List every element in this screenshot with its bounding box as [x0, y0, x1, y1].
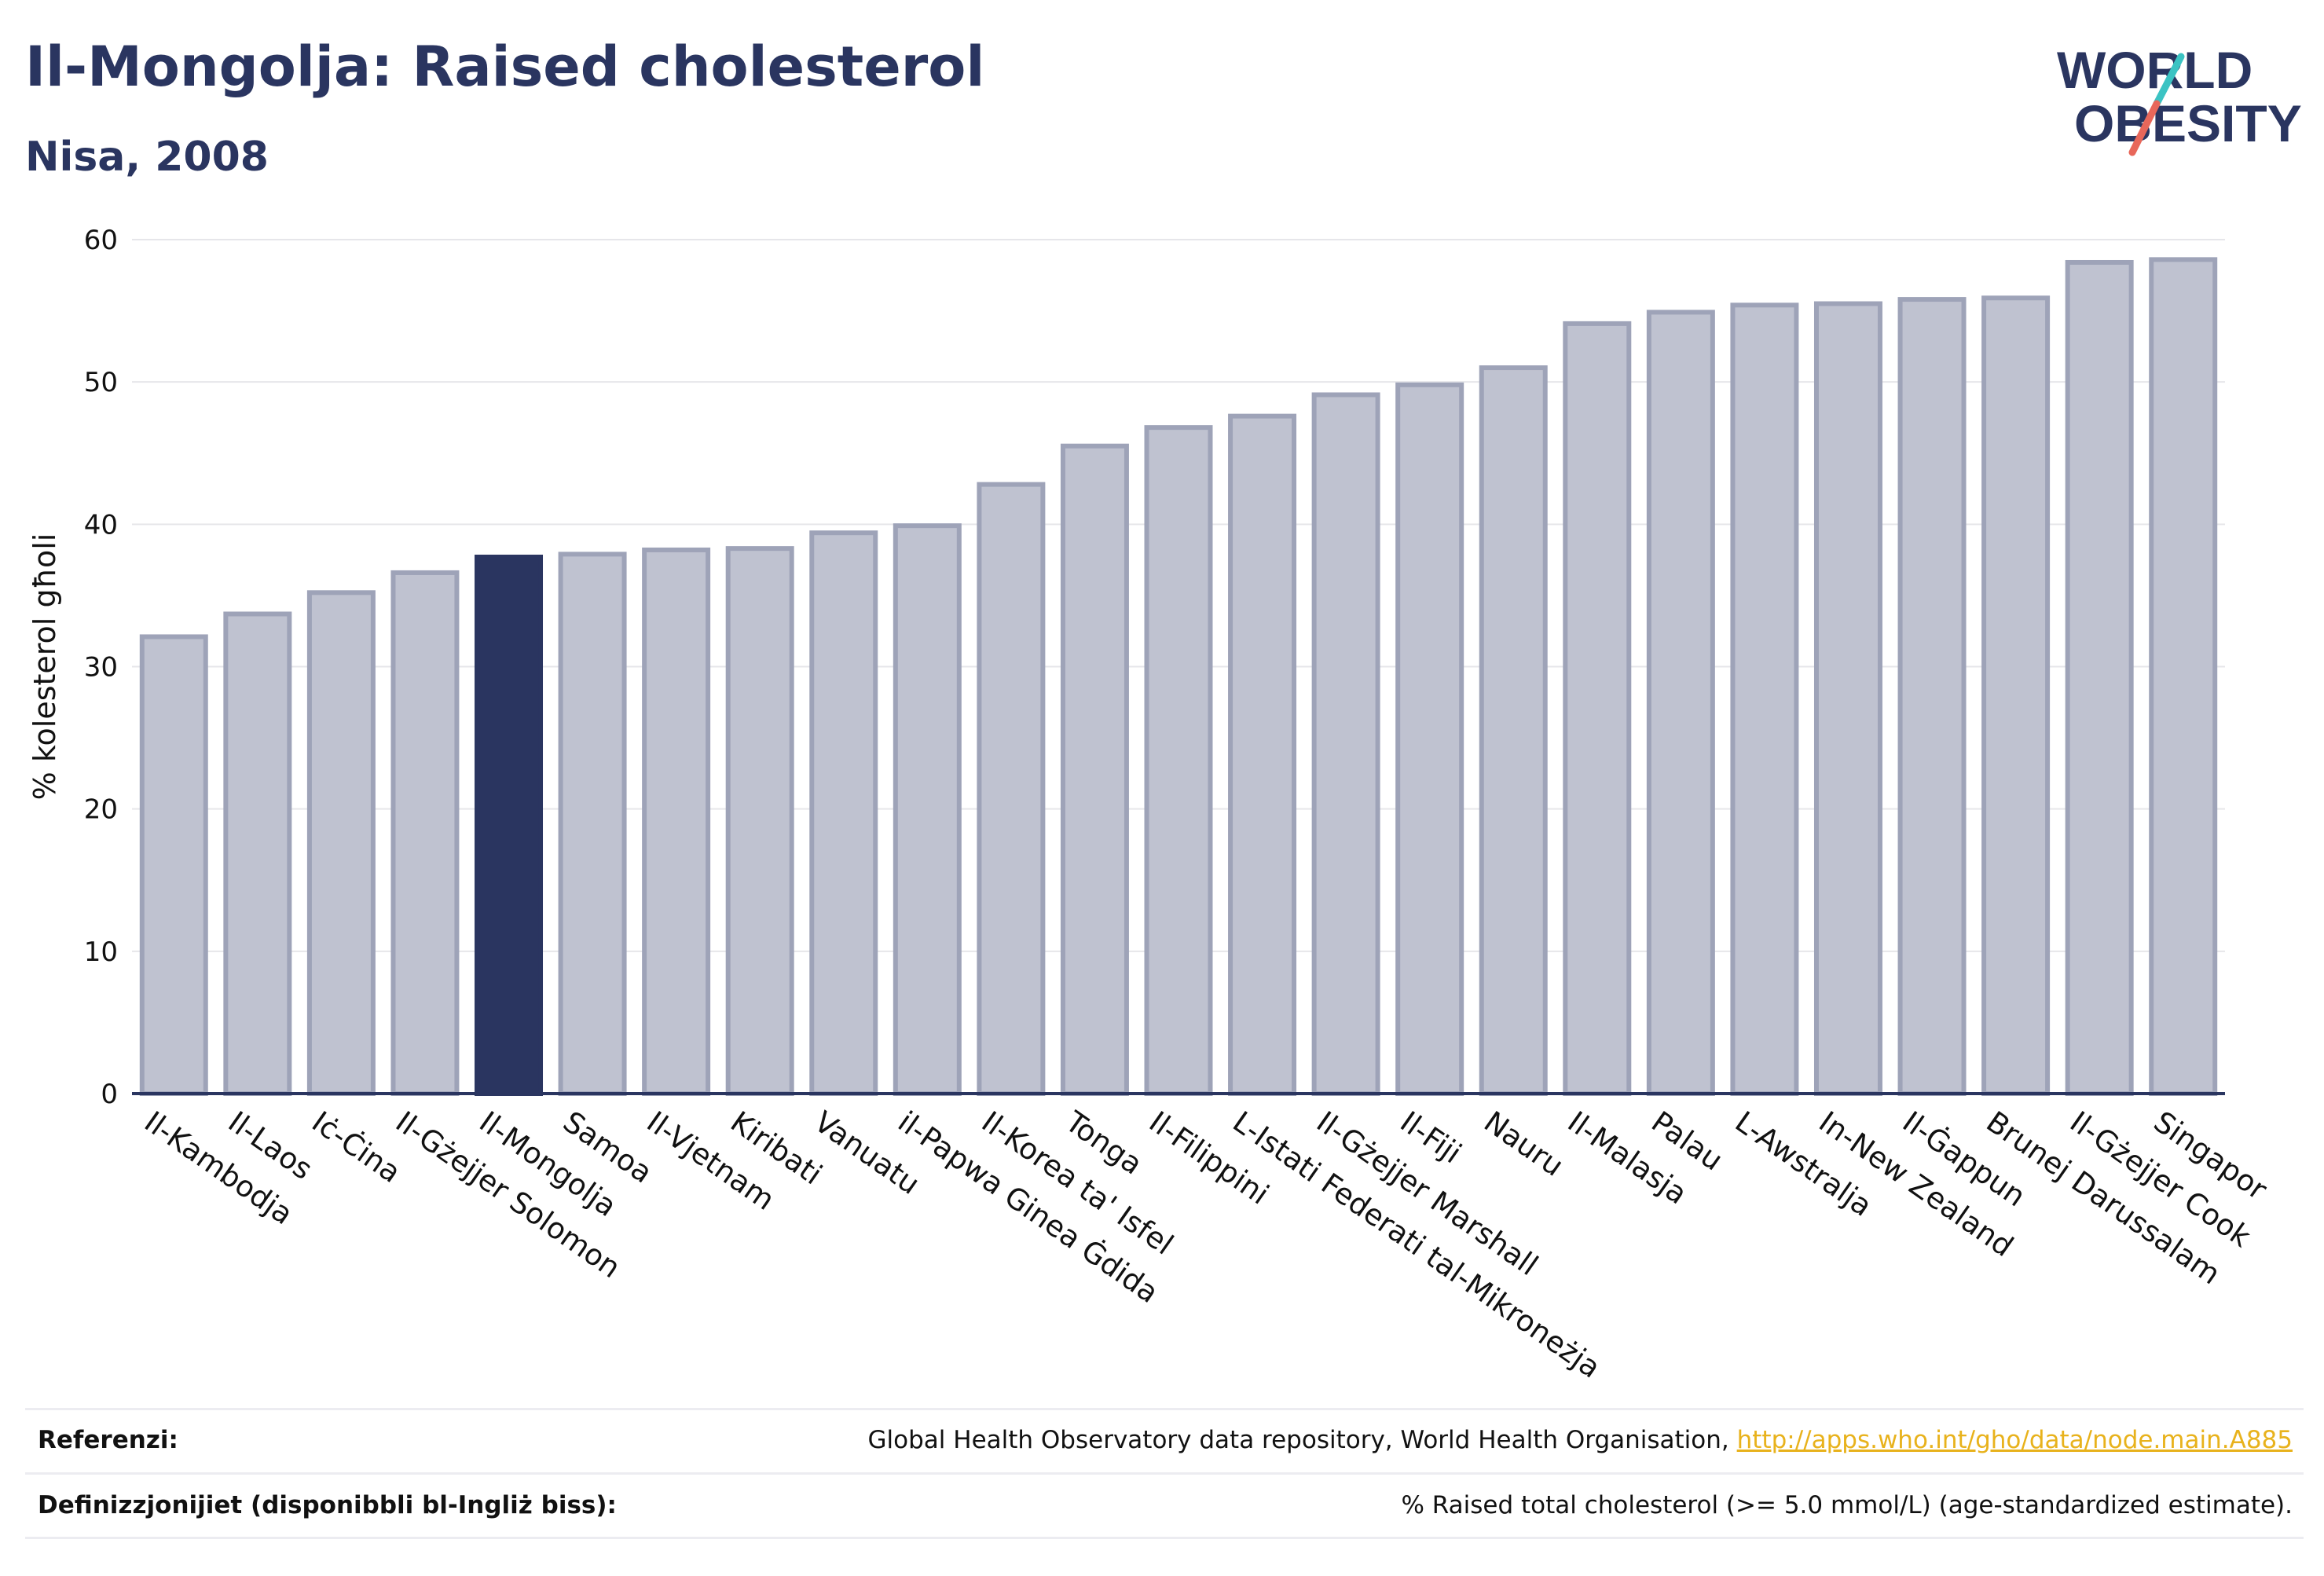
y-tick-label: 30 [84, 652, 118, 684]
footer-divider-top [25, 1408, 2304, 1410]
references-text: Global Health Observatory data repositor… [867, 1426, 1737, 1454]
bar [893, 523, 962, 1096]
bar [1228, 413, 1297, 1096]
highlighted-bar [475, 555, 544, 1096]
logo-slash-teal [2153, 53, 2185, 108]
bar [1730, 302, 1799, 1096]
logo-line1: WORLD [2057, 41, 2253, 99]
y-tick-label: 50 [84, 367, 118, 398]
y-tick-label: 40 [84, 509, 118, 541]
bar [2065, 259, 2134, 1096]
y-tick-label: 0 [101, 1079, 118, 1110]
references-link[interactable]: http://apps.who.int/gho/data/node.main.A… [1736, 1426, 2293, 1454]
bar [139, 634, 208, 1096]
bar [1060, 443, 1129, 1096]
bar [1563, 321, 1632, 1097]
bar [1813, 301, 1882, 1096]
bar [558, 552, 627, 1096]
bar [642, 547, 711, 1096]
definitions-label: Definizzjonijiet (disponibbli bl-Ingliż … [38, 1491, 617, 1519]
bar [1311, 392, 1380, 1096]
bar [977, 482, 1046, 1096]
bar [1897, 297, 1967, 1096]
bar [1981, 295, 2051, 1096]
bar [223, 611, 292, 1096]
bar [1646, 310, 1715, 1096]
references-label: Referenzi: [38, 1426, 178, 1454]
world-obesity-logo: WORLD OBESITY [2043, 31, 2310, 173]
bar [809, 530, 878, 1096]
y-tick-label: 10 [84, 936, 118, 968]
bar [306, 590, 376, 1096]
footer-divider-middle [25, 1472, 2304, 1475]
bar [1144, 425, 1213, 1096]
bar [725, 546, 794, 1096]
y-axis-label: % kolesterol għoli [27, 533, 62, 801]
page-title: Il-Mongolja: Raised cholesterol [25, 35, 985, 99]
logo-slash-coral [2128, 100, 2161, 156]
x-tick-label: Iċ-Ċina [306, 1105, 407, 1189]
bar [1479, 365, 1548, 1096]
y-tick-label: 20 [84, 794, 118, 826]
logo-line2: OBESITY [2074, 94, 2302, 152]
references-value: Global Health Observatory data repositor… [868, 1426, 2293, 1454]
footer-divider-bottom [25, 1537, 2304, 1539]
definitions-text: % Raised total cholesterol (>= 5.0 mmol/… [1401, 1491, 2293, 1519]
bar [1395, 382, 1464, 1097]
x-tick-label: Nauru [1478, 1105, 1570, 1183]
bar [390, 570, 460, 1096]
page-subtitle: Nisa, 2008 [25, 134, 269, 181]
bar [2149, 257, 2218, 1097]
y-tick-label: 60 [84, 225, 118, 256]
